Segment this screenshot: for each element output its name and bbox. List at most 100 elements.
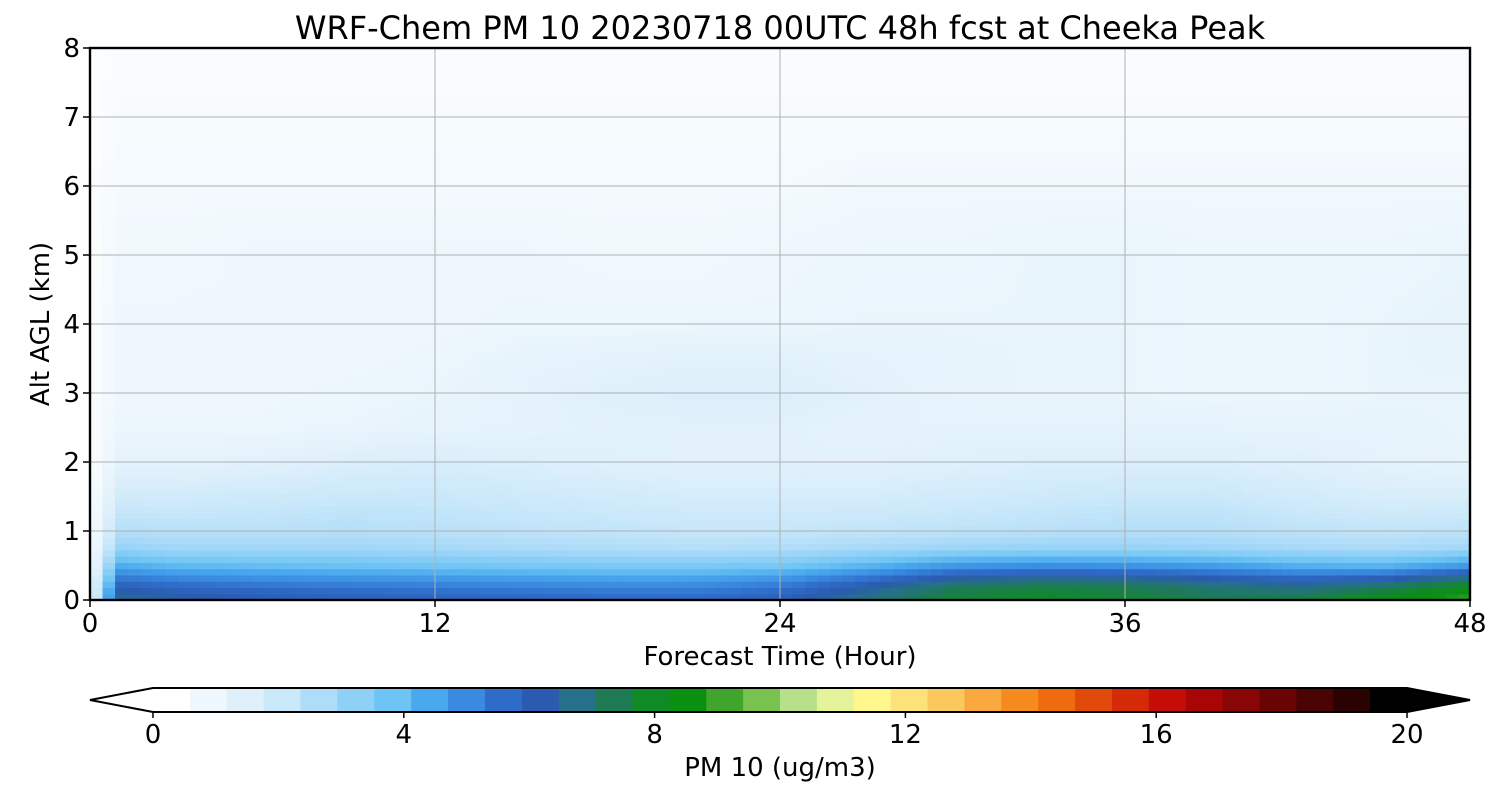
heatmap-cell	[930, 455, 944, 463]
heatmap-cell	[930, 505, 944, 513]
heatmap-cell	[955, 399, 969, 407]
heatmap-cell	[905, 367, 919, 375]
heatmap-cell	[729, 443, 743, 451]
heatmap-cell	[616, 436, 631, 444]
heatmap-cell	[391, 468, 405, 476]
heatmap-cell	[1332, 593, 1346, 600]
heatmap-cell	[579, 424, 593, 432]
heatmap-cell	[190, 386, 204, 394]
heatmap-cell	[202, 342, 217, 350]
heatmap-cell	[516, 336, 530, 344]
heatmap-cell	[1369, 330, 1383, 338]
heatmap-cell	[767, 399, 781, 407]
heatmap-cell	[792, 574, 806, 582]
heatmap-cell	[943, 430, 957, 438]
heatmap-cell	[366, 449, 380, 457]
heatmap-cell	[315, 418, 329, 425]
heatmap-cell	[1269, 317, 1283, 325]
heatmap-cell	[315, 493, 329, 501]
heatmap-cell	[1018, 336, 1032, 344]
heatmap-cell	[504, 468, 518, 476]
heatmap-cell	[1382, 405, 1396, 413]
heatmap-cell	[604, 474, 618, 482]
heatmap-cell	[654, 587, 668, 595]
heatmap-cell	[190, 562, 204, 570]
heatmap-cell	[1332, 531, 1346, 538]
heatmap-cell	[1332, 524, 1346, 532]
heatmap-cell	[679, 593, 693, 600]
heatmap-cell	[1332, 518, 1346, 526]
heatmap-cell	[253, 324, 267, 331]
heatmap-cell	[441, 330, 455, 338]
heatmap-cell	[1231, 411, 1245, 419]
heatmap-cell	[1357, 518, 1371, 526]
heatmap-cell	[1206, 411, 1220, 419]
heatmap-cell	[566, 411, 580, 419]
heatmap-cell	[1457, 568, 1470, 576]
heatmap-cell	[742, 505, 756, 513]
heatmap-cell	[340, 493, 355, 501]
heatmap-cell	[1407, 436, 1421, 444]
heatmap-cell	[1231, 443, 1245, 451]
heatmap-cell	[842, 537, 856, 545]
heatmap-cell	[930, 493, 944, 501]
heatmap-cell	[1093, 374, 1107, 382]
heatmap-cell	[1369, 411, 1383, 419]
heatmap-cell	[1030, 399, 1045, 407]
heatmap-cell	[228, 474, 242, 482]
heatmap-cell	[554, 487, 568, 494]
heatmap-cell	[792, 405, 806, 413]
heatmap-cell	[892, 317, 907, 325]
heatmap-cell	[1369, 386, 1383, 394]
heatmap-cell	[1081, 399, 1095, 407]
heatmap-cell	[1194, 349, 1208, 356]
heatmap-cell	[1294, 512, 1308, 520]
heatmap-cell	[253, 480, 267, 488]
heatmap-cell	[1419, 487, 1433, 494]
heatmap-cell	[378, 512, 392, 520]
heatmap-cell	[177, 349, 191, 356]
heatmap-cell	[830, 543, 844, 551]
heatmap-cell	[278, 367, 292, 375]
heatmap-cell	[817, 324, 831, 331]
heatmap-cell	[579, 593, 593, 600]
heatmap-cell	[930, 512, 944, 520]
heatmap-cell	[604, 324, 618, 331]
heatmap-cell	[1419, 336, 1433, 344]
heatmap-cell	[328, 524, 342, 532]
heatmap-cell	[1030, 418, 1045, 425]
heatmap-cell	[1181, 518, 1195, 526]
heatmap-cell	[1219, 424, 1233, 432]
heatmap-cell	[1457, 380, 1470, 388]
heatmap-cell	[1081, 393, 1095, 400]
heatmap-cell	[591, 436, 605, 444]
heatmap-cell	[177, 317, 191, 325]
heatmap-cell	[127, 367, 141, 375]
heatmap-cell	[1244, 418, 1258, 425]
heatmap-cell	[391, 455, 405, 463]
heatmap-cell	[140, 581, 154, 589]
heatmap-cell	[729, 574, 743, 582]
heatmap-cell	[1030, 443, 1045, 451]
heatmap-cell	[642, 330, 656, 338]
heatmap-cell	[453, 455, 467, 463]
heatmap-cell	[541, 543, 555, 551]
heatmap-cell	[980, 405, 994, 413]
heatmap-cell	[1068, 380, 1082, 388]
heatmap-cell	[968, 518, 982, 526]
heatmap-cell	[554, 518, 568, 526]
heatmap-cell	[1068, 317, 1082, 325]
heatmap-cell	[1444, 568, 1459, 576]
heatmap-cell	[115, 556, 129, 563]
heatmap-cell	[980, 543, 994, 551]
heatmap-cell	[1168, 317, 1183, 325]
heatmap-cell	[654, 474, 668, 482]
heatmap-cell	[892, 436, 907, 444]
heatmap-cell	[453, 443, 467, 451]
heatmap-cell	[1005, 543, 1019, 551]
heatmap-cell	[1444, 324, 1459, 331]
heatmap-cell	[1457, 324, 1470, 331]
heatmap-cell	[1357, 537, 1371, 545]
heatmap-cell	[1344, 505, 1358, 513]
heatmap-cell	[152, 411, 166, 419]
